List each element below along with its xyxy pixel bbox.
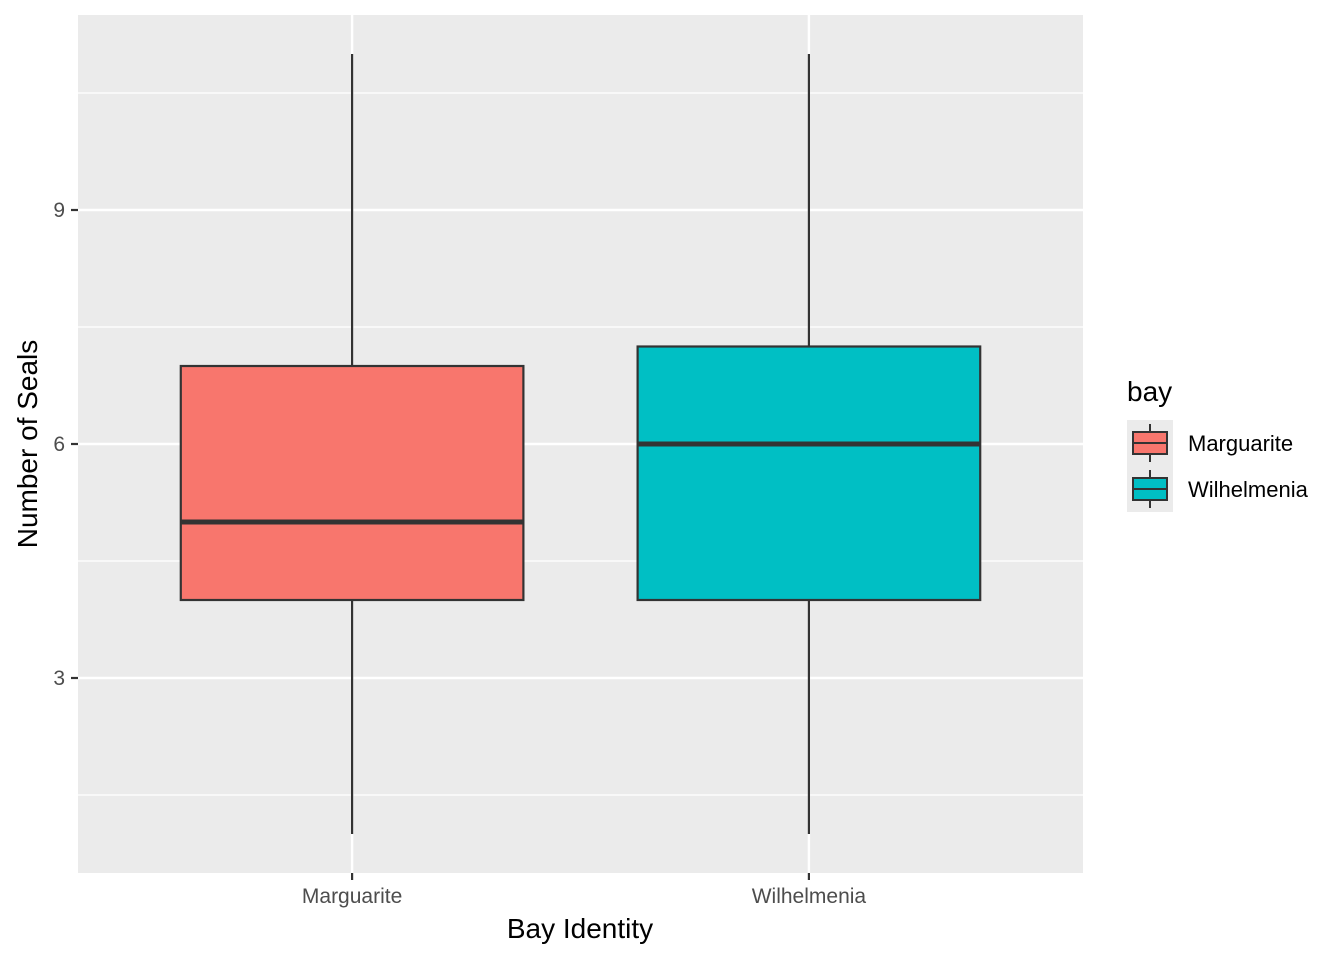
y-tick-label: 6 (53, 433, 65, 456)
y-tick-label: 9 (53, 199, 65, 222)
x-axis: Marguarite Wilhelmenia (302, 873, 867, 908)
legend-title: bay (1127, 376, 1172, 407)
x-tick-label: Marguarite (302, 885, 402, 908)
legend-label: Wilhelmenia (1188, 477, 1309, 502)
box-iqr (181, 366, 524, 600)
box-iqr (638, 347, 981, 601)
x-axis-title: Bay Identity (507, 913, 653, 944)
legend: bay Marguarite Wilhelmenia (1127, 376, 1309, 512)
legend-label: Marguarite (1188, 431, 1293, 456)
x-tick-label: Wilhelmenia (752, 885, 867, 908)
y-axis: 3 6 9 (53, 199, 78, 690)
y-axis-title: Number of Seals (12, 340, 43, 549)
y-tick-label: 3 (53, 667, 65, 690)
